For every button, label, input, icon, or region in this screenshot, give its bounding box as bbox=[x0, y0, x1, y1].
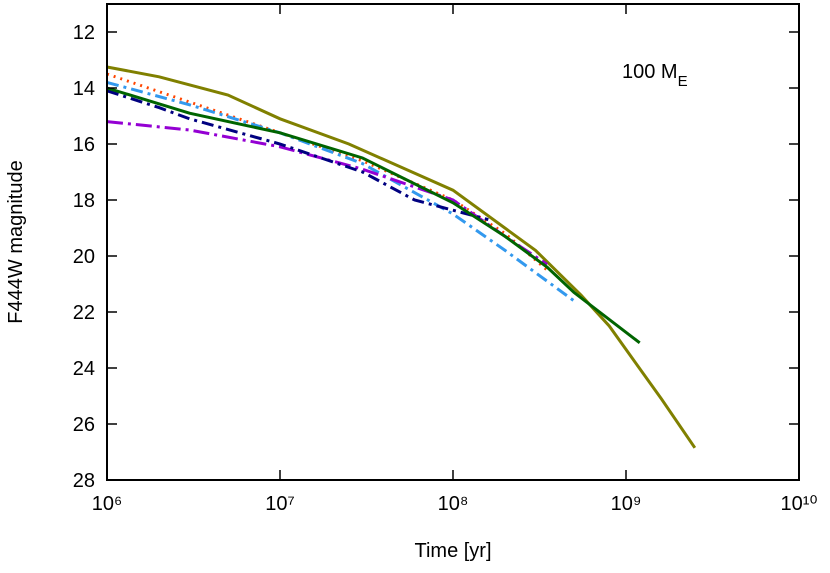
y-tick-label: 24 bbox=[73, 358, 95, 380]
y-tick-label: 14 bbox=[73, 78, 95, 100]
y-axis-label: F444W magnitude bbox=[5, 160, 27, 323]
annotation-subscript: E bbox=[678, 73, 688, 90]
y-tick-label: 28 bbox=[73, 470, 95, 492]
annotation-text: 100 M bbox=[622, 61, 678, 83]
y-tick-label: 18 bbox=[73, 190, 95, 212]
y-tick-label: 26 bbox=[73, 414, 95, 436]
data-line bbox=[106, 65, 697, 449]
x-tick-label: 10⁶ bbox=[92, 493, 122, 515]
y-tick-label: 12 bbox=[73, 22, 95, 44]
x-tick-label: 10⁹ bbox=[611, 493, 642, 515]
data-line bbox=[106, 86, 641, 344]
data-line bbox=[106, 80, 575, 303]
x-tick-label: 10⁷ bbox=[265, 493, 294, 515]
y-tick-label: 20 bbox=[73, 246, 95, 268]
y-tick-label: 16 bbox=[73, 134, 95, 156]
x-axis-label: Time [yr] bbox=[414, 540, 491, 562]
plot-frame bbox=[106, 3, 800, 481]
x-tick-label: 10¹⁰ bbox=[781, 493, 818, 515]
annotation: 100 ME bbox=[622, 61, 688, 90]
x-tick-label: 10⁸ bbox=[438, 493, 469, 515]
data-line bbox=[106, 89, 489, 222]
y-tick-label: 22 bbox=[73, 302, 95, 324]
data-line bbox=[106, 120, 548, 266]
data-line bbox=[106, 72, 549, 272]
